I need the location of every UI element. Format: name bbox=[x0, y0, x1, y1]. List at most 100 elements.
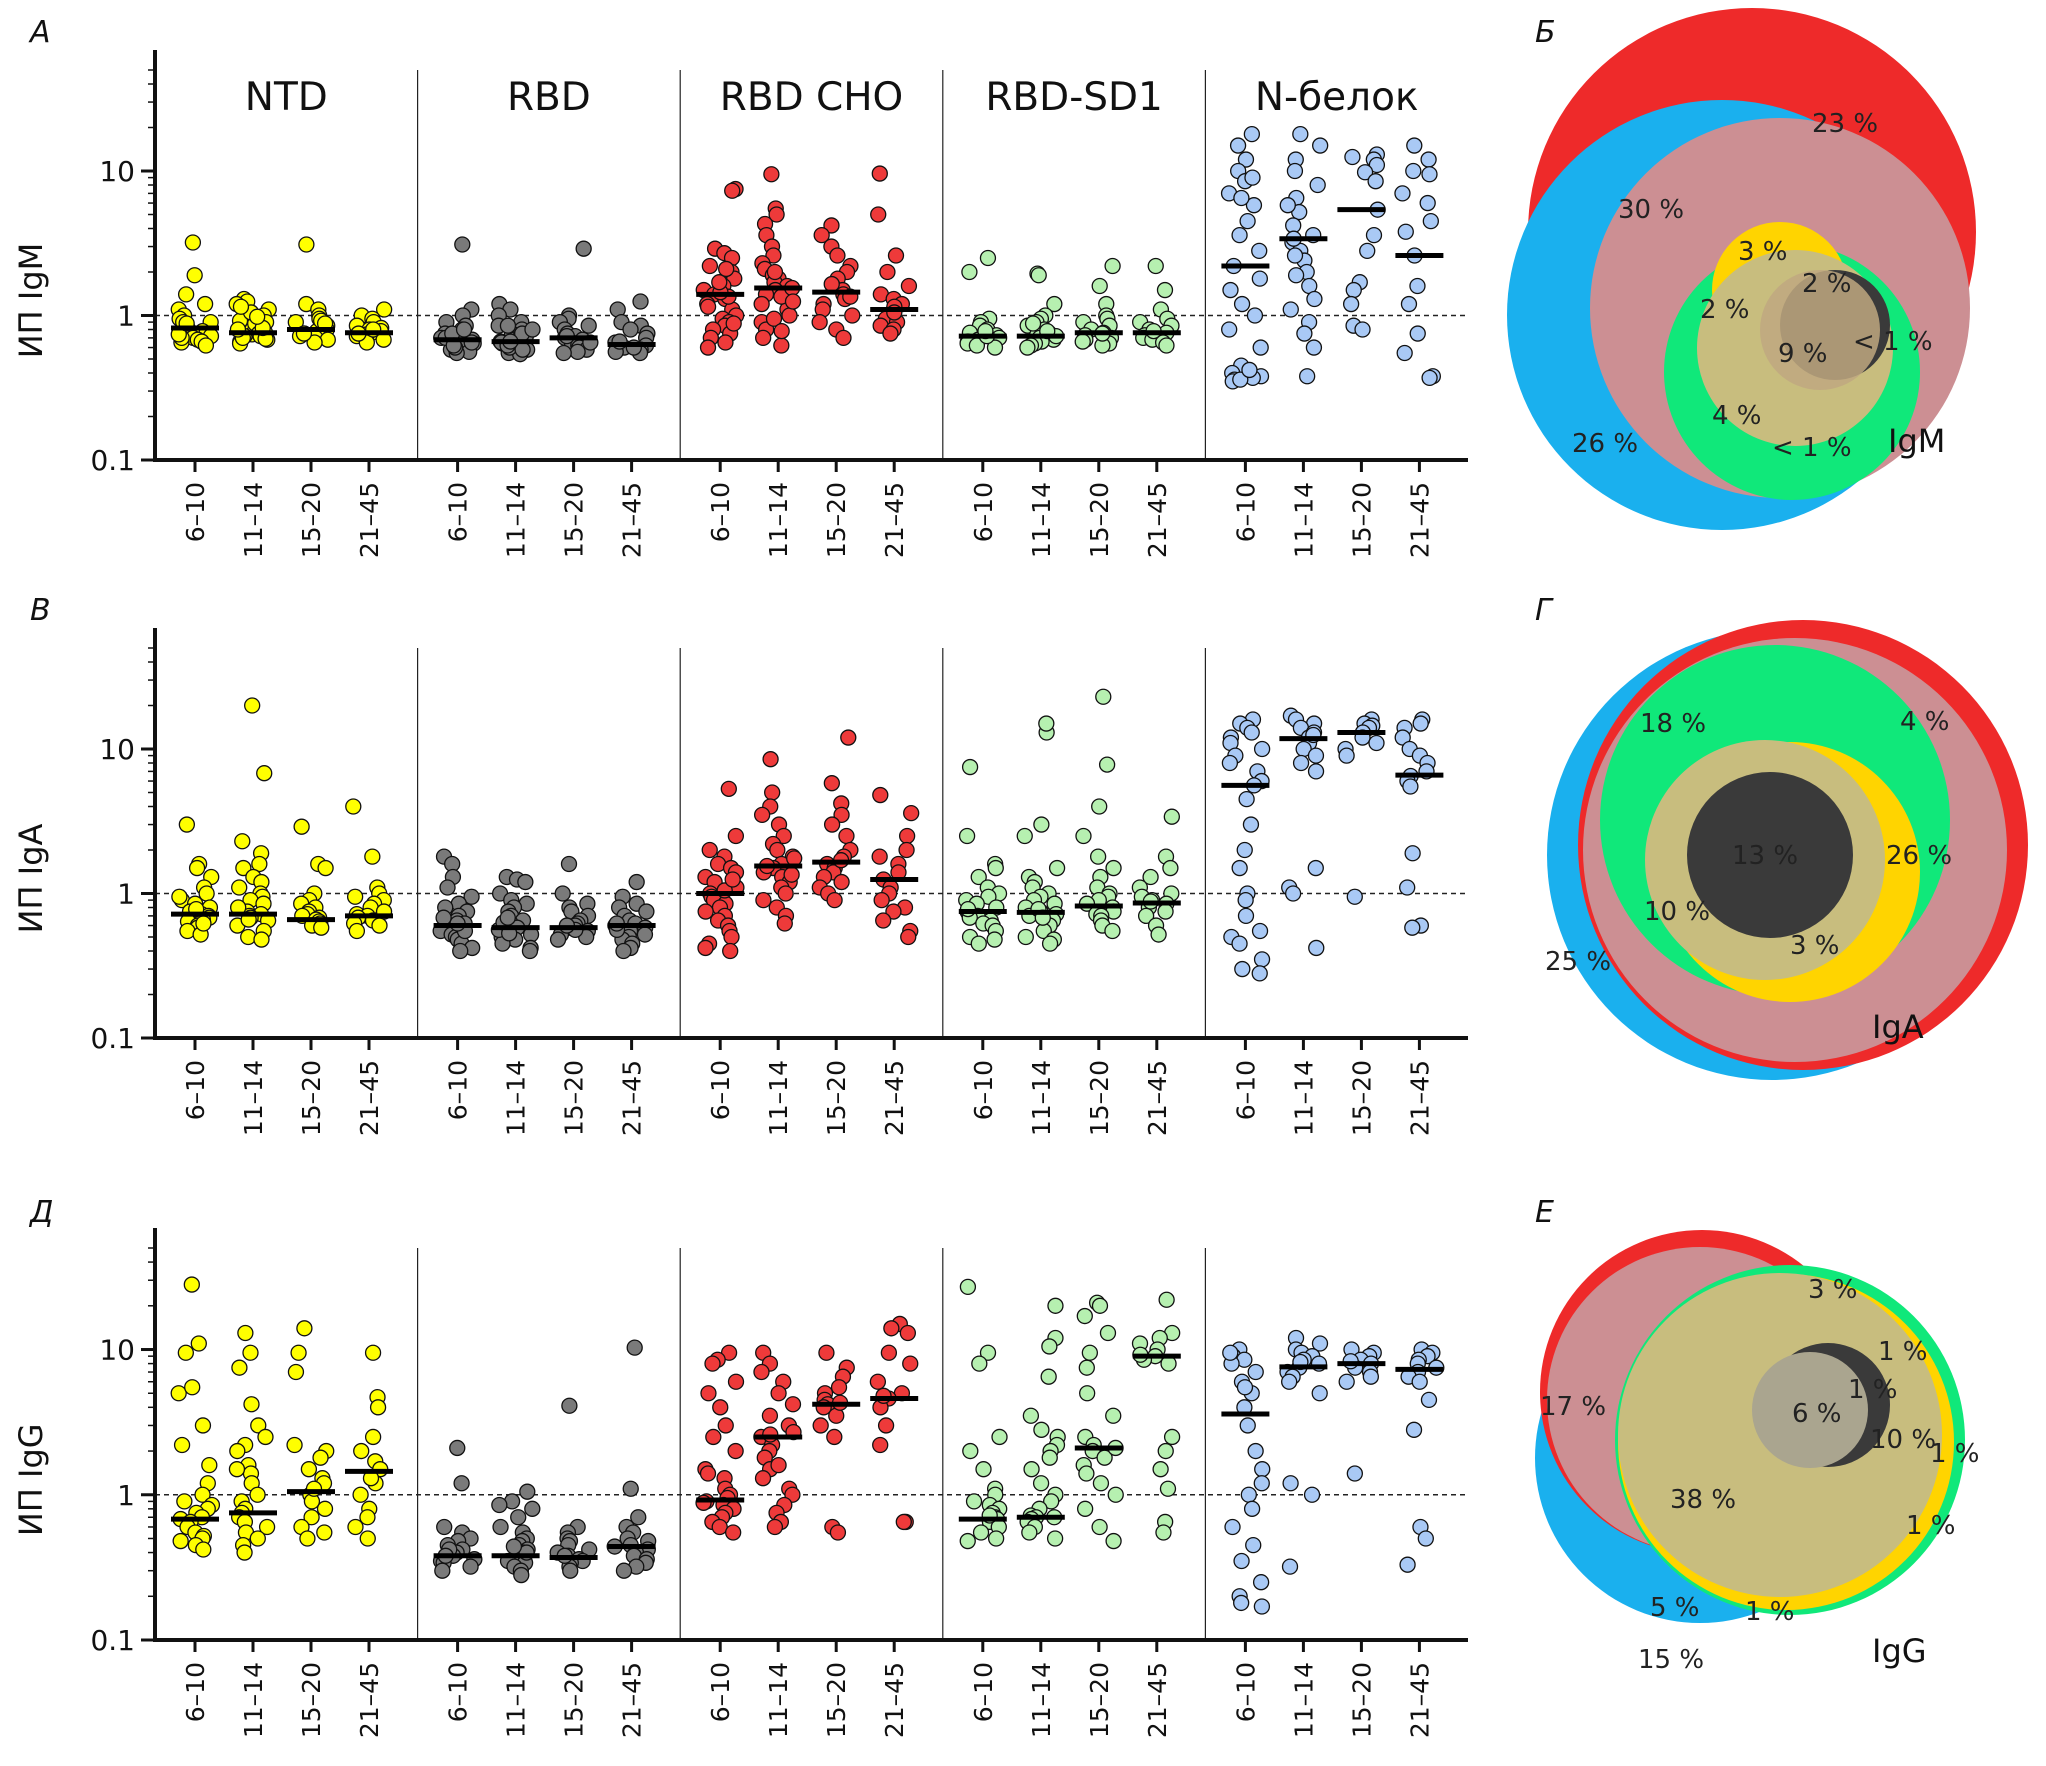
data-point bbox=[895, 1513, 912, 1531]
data-point bbox=[316, 1500, 334, 1517]
x-tick-label: 15–20 bbox=[1085, 1060, 1114, 1136]
data-point bbox=[873, 891, 890, 909]
venn-label: 26 % bbox=[1572, 429, 1638, 459]
data-point bbox=[190, 1335, 207, 1352]
x-tick-label: 6–10 bbox=[969, 1662, 998, 1722]
data-point bbox=[1282, 1475, 1299, 1492]
data-point bbox=[826, 1428, 843, 1446]
data-point bbox=[1047, 1297, 1064, 1314]
data-point bbox=[986, 339, 1004, 356]
data-point bbox=[724, 182, 741, 199]
data-point bbox=[877, 1417, 895, 1434]
data-point bbox=[1237, 151, 1255, 168]
data-point bbox=[1367, 173, 1384, 190]
data-point bbox=[712, 1399, 729, 1416]
data-point bbox=[823, 217, 840, 234]
data-point bbox=[1286, 162, 1304, 180]
data-point bbox=[364, 1428, 382, 1446]
data-point bbox=[1024, 315, 1042, 332]
x-tick-label: 21–45 bbox=[1143, 482, 1172, 558]
x-tick-label: 11–14 bbox=[1027, 1060, 1056, 1136]
data-point bbox=[1233, 1594, 1250, 1612]
data-point bbox=[228, 1461, 246, 1478]
data-point bbox=[234, 833, 251, 850]
x-tick-label: 6–10 bbox=[706, 1060, 735, 1120]
data-point bbox=[170, 1385, 187, 1402]
data-point bbox=[1023, 1461, 1040, 1478]
data-point bbox=[872, 786, 889, 804]
data-point bbox=[835, 329, 852, 347]
y-tick-label: 1 bbox=[117, 300, 135, 333]
data-point bbox=[1222, 281, 1239, 299]
data-point bbox=[1307, 763, 1325, 780]
data-point bbox=[1338, 747, 1355, 764]
data-point bbox=[701, 257, 719, 275]
data-point bbox=[1221, 754, 1239, 772]
data-point bbox=[1305, 339, 1323, 356]
data-point bbox=[1104, 257, 1121, 275]
data-point bbox=[628, 873, 645, 891]
data-point bbox=[1076, 1500, 1094, 1517]
data-point bbox=[1092, 1475, 1110, 1492]
data-point bbox=[1252, 339, 1269, 356]
data-point bbox=[753, 1363, 770, 1381]
data-point bbox=[823, 275, 840, 293]
data-point bbox=[761, 1407, 779, 1424]
x-tick-label: 21–45 bbox=[618, 482, 647, 558]
x-tick-label: 15–20 bbox=[1347, 1662, 1376, 1738]
data-point bbox=[1155, 1524, 1172, 1541]
x-tick-label: 15–20 bbox=[560, 1060, 589, 1136]
data-point bbox=[359, 1530, 376, 1547]
data-point bbox=[580, 317, 597, 334]
y-tick-label: 10 bbox=[99, 1334, 135, 1367]
data-point bbox=[784, 1396, 802, 1413]
data-point bbox=[887, 247, 905, 264]
data-point bbox=[987, 1530, 1005, 1547]
data-point bbox=[872, 1436, 889, 1454]
data-point bbox=[991, 1428, 1008, 1446]
x-tick-label: 6–10 bbox=[181, 1060, 210, 1120]
data-point bbox=[1046, 1530, 1064, 1547]
data-point bbox=[1038, 715, 1055, 732]
data-point bbox=[1233, 189, 1250, 207]
data-point bbox=[762, 751, 779, 768]
data-point bbox=[1400, 295, 1418, 313]
data-point bbox=[705, 1428, 722, 1446]
data-point bbox=[249, 1486, 266, 1503]
x-tick-label: 6–10 bbox=[706, 1662, 735, 1722]
x-tick-label: 11–14 bbox=[239, 1662, 268, 1738]
data-point bbox=[352, 1486, 369, 1503]
data-point bbox=[298, 236, 315, 253]
data-point bbox=[902, 1355, 919, 1372]
data-point bbox=[195, 1541, 212, 1558]
scatter-panel-0: А ИП IgM 0.1 1 10 NTD 6–10 11–14 15–20 21–45 RBD 6–… bbox=[12, 15, 1468, 558]
data-point bbox=[823, 775, 840, 792]
data-point bbox=[1241, 361, 1258, 379]
venn-label: 2 % bbox=[1700, 295, 1750, 325]
venn-igg: Е 3 % 1 % 1 % 17 % 6 % 10 % 1 % 38 % 1 %… bbox=[1535, 1195, 1980, 1675]
data-point bbox=[770, 1385, 787, 1402]
data-point bbox=[316, 1524, 333, 1541]
data-point bbox=[811, 313, 828, 331]
data-point bbox=[455, 321, 473, 338]
data-point bbox=[1016, 827, 1033, 845]
x-tick-label: 11–14 bbox=[239, 1060, 268, 1136]
data-point bbox=[1254, 1461, 1271, 1478]
data-point bbox=[499, 909, 516, 926]
data-point bbox=[436, 1518, 453, 1536]
data-point bbox=[177, 1344, 194, 1361]
data-point bbox=[1419, 194, 1436, 212]
data-point bbox=[313, 919, 330, 936]
data-point bbox=[823, 816, 841, 833]
data-point bbox=[987, 859, 1004, 877]
data-point bbox=[1359, 242, 1376, 260]
data-point bbox=[172, 1532, 189, 1550]
x-tick-label: 15–20 bbox=[560, 482, 589, 558]
data-point bbox=[1292, 125, 1309, 143]
data-point bbox=[561, 1397, 578, 1414]
data-point bbox=[1239, 1417, 1256, 1434]
data-point bbox=[615, 1562, 633, 1579]
data-point bbox=[1346, 888, 1363, 905]
data-point bbox=[870, 206, 887, 223]
data-point bbox=[1091, 277, 1108, 295]
